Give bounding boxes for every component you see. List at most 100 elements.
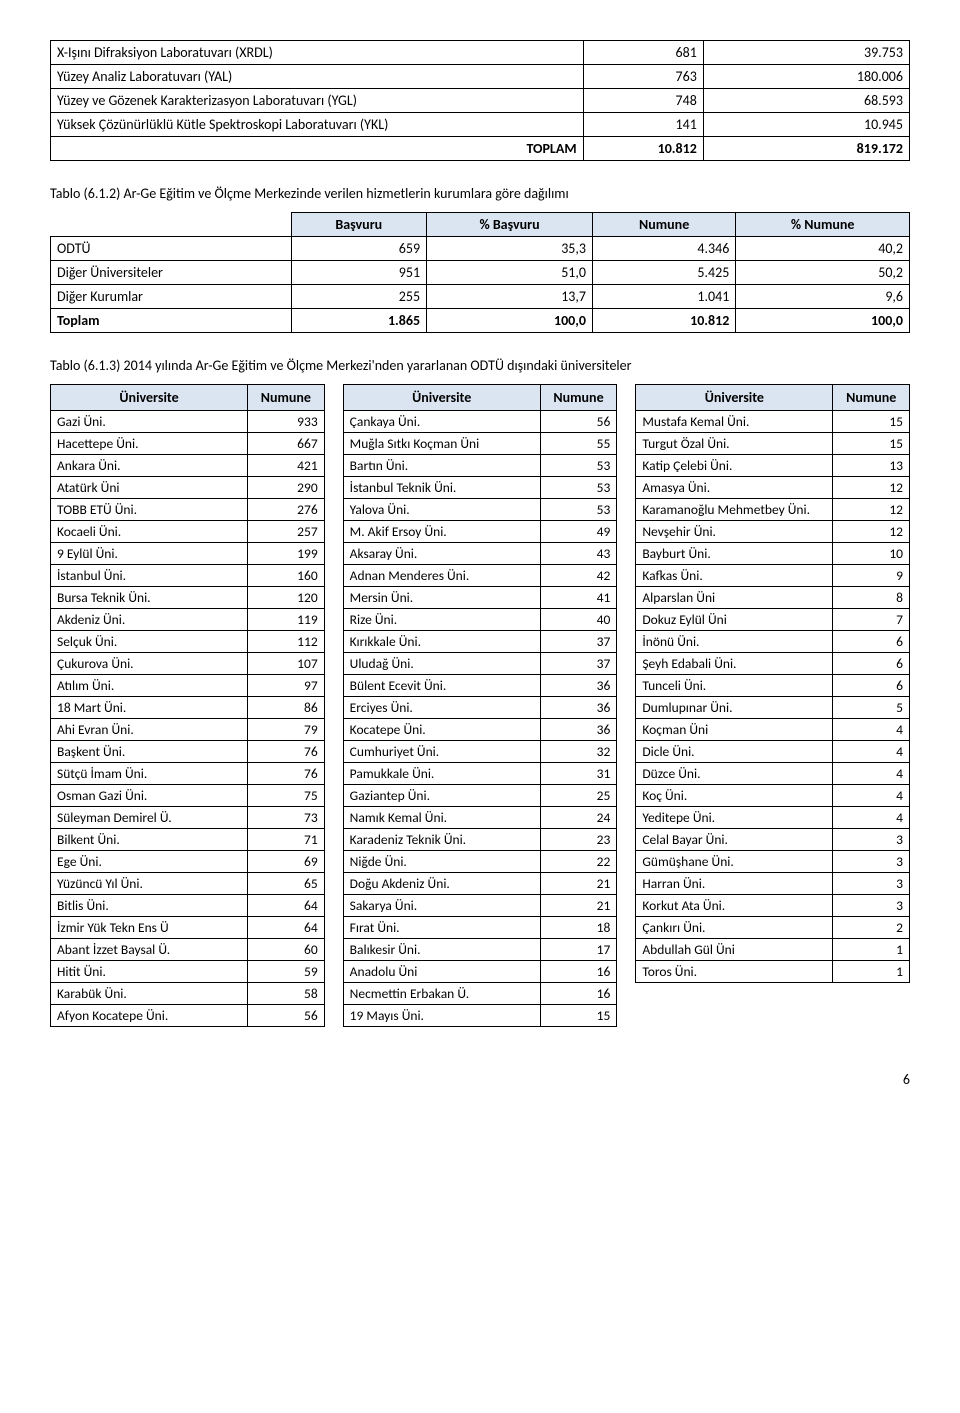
uni-name: Kocaeli Üni.	[51, 521, 248, 543]
table-row: Celal Bayar Üni.3	[636, 829, 910, 851]
uni-name: Muğla Sıtkı Koçman Üni	[343, 433, 540, 455]
uni-count: 12	[833, 521, 910, 543]
lab-name: Yüzey Analiz Laboratuvarı (YAL)	[51, 65, 584, 89]
uni-count: 36	[540, 697, 617, 719]
uni-count: 15	[833, 411, 910, 433]
table-row: Yüzey ve Gözenek Karakterizasyon Laborat…	[51, 89, 910, 113]
table-row: Osman Gazi Üni.75	[51, 785, 325, 807]
table-row: Çankaya Üni.56	[343, 411, 617, 433]
uni-count: 40	[540, 609, 617, 631]
uni-name: Süleyman Demirel Ü.	[51, 807, 248, 829]
uni-count: 107	[248, 653, 325, 675]
uni-count: 69	[248, 851, 325, 873]
table-row: Düzce Üni.4	[636, 763, 910, 785]
uni-count: 64	[248, 917, 325, 939]
uni-count: 32	[540, 741, 617, 763]
table-row: Fırat Üni.18	[343, 917, 617, 939]
lab-v1: 748	[583, 89, 703, 113]
uni-name: Namık Kemal Üni.	[343, 807, 540, 829]
dist-d: 50,2	[736, 261, 910, 285]
table-row: M. Akif Ersoy Üni.49	[343, 521, 617, 543]
table-row: Dumlupınar Üni.5	[636, 697, 910, 719]
uni-count: 64	[248, 895, 325, 917]
table-row: Kocaeli Üni.257	[51, 521, 325, 543]
uni-count: 41	[540, 587, 617, 609]
uni-count: 73	[248, 807, 325, 829]
uni-name: İstanbul Teknik Üni.	[343, 477, 540, 499]
uni-count: 112	[248, 631, 325, 653]
dist-header: Numune	[592, 213, 735, 237]
uni-count: 53	[540, 499, 617, 521]
table-row: Bilkent Üni.71	[51, 829, 325, 851]
uni-name: Gaziantep Üni.	[343, 785, 540, 807]
lab-name: Yüzey ve Gözenek Karakterizasyon Laborat…	[51, 89, 584, 113]
table-row: Muğla Sıtkı Koçman Üni55	[343, 433, 617, 455]
uni-name: Sütçü İmam Üni.	[51, 763, 248, 785]
uni-table-3: Üniversite Numune Mustafa Kemal Üni.15Tu…	[635, 384, 910, 983]
table-row: Namık Kemal Üni.24	[343, 807, 617, 829]
uni-count: 25	[540, 785, 617, 807]
dist-d: 100,0	[736, 309, 910, 333]
dist-c: 5.425	[592, 261, 735, 285]
uni-count: 7	[833, 609, 910, 631]
table-row: Cumhuriyet Üni.32	[343, 741, 617, 763]
uni-count: 23	[540, 829, 617, 851]
uni-count: 3	[833, 829, 910, 851]
uni-name: Çukurova Üni.	[51, 653, 248, 675]
lab-v1: 763	[583, 65, 703, 89]
table-row: Hitit Üni.59	[51, 961, 325, 983]
table-row: Ankara Üni.421	[51, 455, 325, 477]
uni-count: 58	[248, 983, 325, 1005]
uni-count: 21	[540, 873, 617, 895]
uni-header-n: Numune	[540, 385, 617, 411]
dist-header: Başvuru	[291, 213, 427, 237]
lab-v2: 68.593	[703, 89, 909, 113]
table-row: Niğde Üni.22	[343, 851, 617, 873]
uni-name: Alparslan Üni	[636, 587, 833, 609]
uni-count: 10	[833, 543, 910, 565]
uni-name: Ankara Üni.	[51, 455, 248, 477]
uni-name: Necmettin Erbakan Ü.	[343, 983, 540, 1005]
uni-count: 37	[540, 653, 617, 675]
dist-b: 51,0	[427, 261, 593, 285]
uni-name: Çankırı Üni.	[636, 917, 833, 939]
lab-v2: 10.945	[703, 113, 909, 137]
uni-count: 76	[248, 763, 325, 785]
uni-name: Bülent Ecevit Üni.	[343, 675, 540, 697]
table-row: Selçuk Üni.112	[51, 631, 325, 653]
uni-name: Gazi Üni.	[51, 411, 248, 433]
table-row: Balıkesir Üni.17	[343, 939, 617, 961]
uni-count: 15	[833, 433, 910, 455]
uni-table-1: Üniversite Numune Gazi Üni.933Hacettepe …	[50, 384, 325, 1027]
uni-count: 4	[833, 807, 910, 829]
uni-count: 31	[540, 763, 617, 785]
uni-name: Mersin Üni.	[343, 587, 540, 609]
uni-name: Karamanoğlu Mehmetbey Üni.	[636, 499, 833, 521]
lab-total-v2: 819.172	[703, 137, 909, 161]
uni-count: 21	[540, 895, 617, 917]
uni-header-n: Numune	[833, 385, 910, 411]
uni-name: Cumhuriyet Üni.	[343, 741, 540, 763]
uni-name: Yüzüncü Yıl Üni.	[51, 873, 248, 895]
table-row: Çankırı Üni.2	[636, 917, 910, 939]
table-row: Erciyes Üni.36	[343, 697, 617, 719]
dist-a: 659	[291, 237, 427, 261]
uni-name: Atılım Üni.	[51, 675, 248, 697]
uni-name: Karabük Üni.	[51, 983, 248, 1005]
uni-name: Yalova Üni.	[343, 499, 540, 521]
table-row: Koçman Üni4	[636, 719, 910, 741]
table-row: Mersin Üni.41	[343, 587, 617, 609]
uni-count: 2	[833, 917, 910, 939]
table-row: Karamanoğlu Mehmetbey Üni.12	[636, 499, 910, 521]
table-row: Tunceli Üni.6	[636, 675, 910, 697]
uni-name: İnönü Üni.	[636, 631, 833, 653]
table-row: Atatürk Üni290	[51, 477, 325, 499]
uni-header-u: Üniversite	[636, 385, 833, 411]
uni-name: Akdeniz Üni.	[51, 609, 248, 631]
uni-count: 4	[833, 763, 910, 785]
table-row: İzmir Yük Tekn Ens Ü64	[51, 917, 325, 939]
uni-header-u: Üniversite	[343, 385, 540, 411]
lab-v2: 180.006	[703, 65, 909, 89]
table-row: 19 Mayıs Üni.15	[343, 1005, 617, 1027]
uni-name: Balıkesir Üni.	[343, 939, 540, 961]
